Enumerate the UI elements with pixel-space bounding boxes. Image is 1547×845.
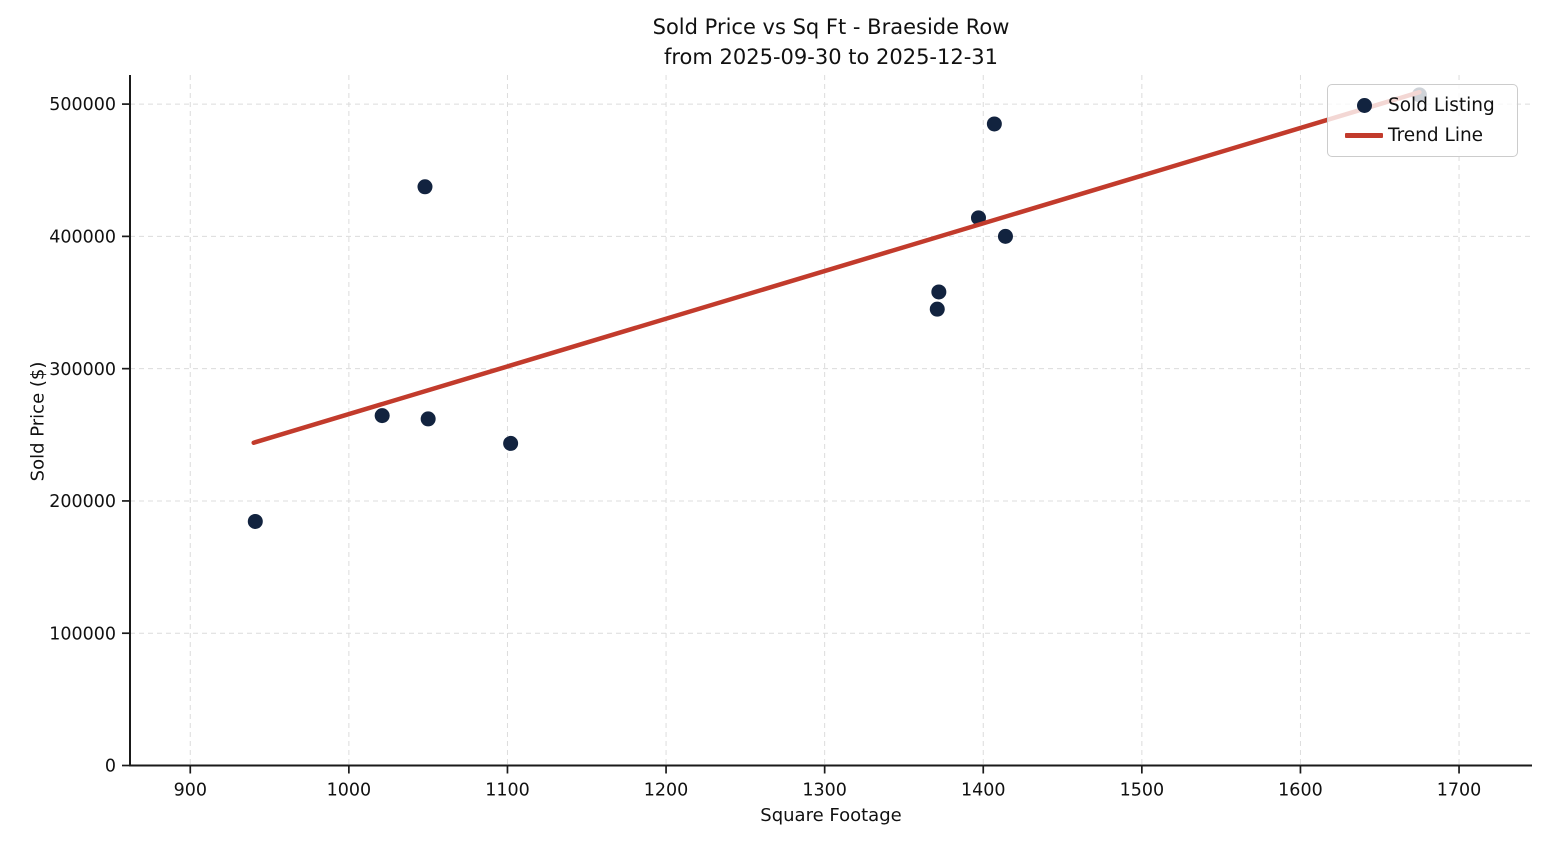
legend-item-sold-listing: Sold Listing	[1340, 92, 1507, 118]
legend-item-trend-line: Trend Line	[1340, 122, 1507, 148]
scatter-point	[929, 301, 945, 317]
legend-label-trend-line: Trend Line	[1388, 124, 1484, 146]
y-tick-label: 100000	[49, 624, 116, 644]
scatter-point	[374, 408, 390, 424]
y-tick-label: 400000	[49, 228, 116, 248]
legend-label-sold-listing: Sold Listing	[1388, 94, 1495, 116]
scatter-point	[247, 513, 263, 529]
x-tick-label: 1700	[1437, 781, 1482, 801]
trend-line	[251, 89, 1422, 445]
scatter-point	[420, 411, 436, 427]
x-axis-label: Square Footage	[760, 805, 902, 826]
chart-title: Sold Price vs Sq Ft - Braeside Row from …	[130, 12, 1532, 72]
sold-listing-dot-icon	[1356, 97, 1372, 113]
x-tick-label: 1500	[1120, 781, 1165, 801]
x-tick-label: 1400	[961, 781, 1006, 801]
y-tick-label: 300000	[49, 360, 116, 380]
trend-line-icon	[1345, 132, 1383, 138]
y-tick-label: 200000	[49, 492, 116, 512]
scatter-point	[997, 228, 1013, 244]
x-tick-label: 1300	[802, 781, 847, 801]
scatter-point	[417, 179, 433, 195]
y-axis-label: Sold Price ($)	[27, 361, 49, 482]
chart-title-line2: from 2025-09-30 to 2025-12-31	[663, 45, 999, 69]
chart-title-line1: Sold Price vs Sq Ft - Braeside Row	[652, 15, 1010, 39]
x-tick-label: 1100	[485, 781, 530, 801]
scatter-point	[986, 116, 1002, 132]
y-tick-label: 500000	[49, 95, 116, 115]
scatter-point	[931, 284, 947, 300]
x-tick-label: 900	[174, 781, 207, 801]
scatter-point	[503, 435, 519, 451]
x-tick-label: 1200	[644, 781, 689, 801]
x-tick-label: 1600	[1278, 781, 1323, 801]
legend: Sold Listing Trend Line	[1327, 84, 1518, 157]
x-tick-label: 1000	[327, 781, 372, 801]
y-tick-label: 0	[105, 757, 116, 777]
